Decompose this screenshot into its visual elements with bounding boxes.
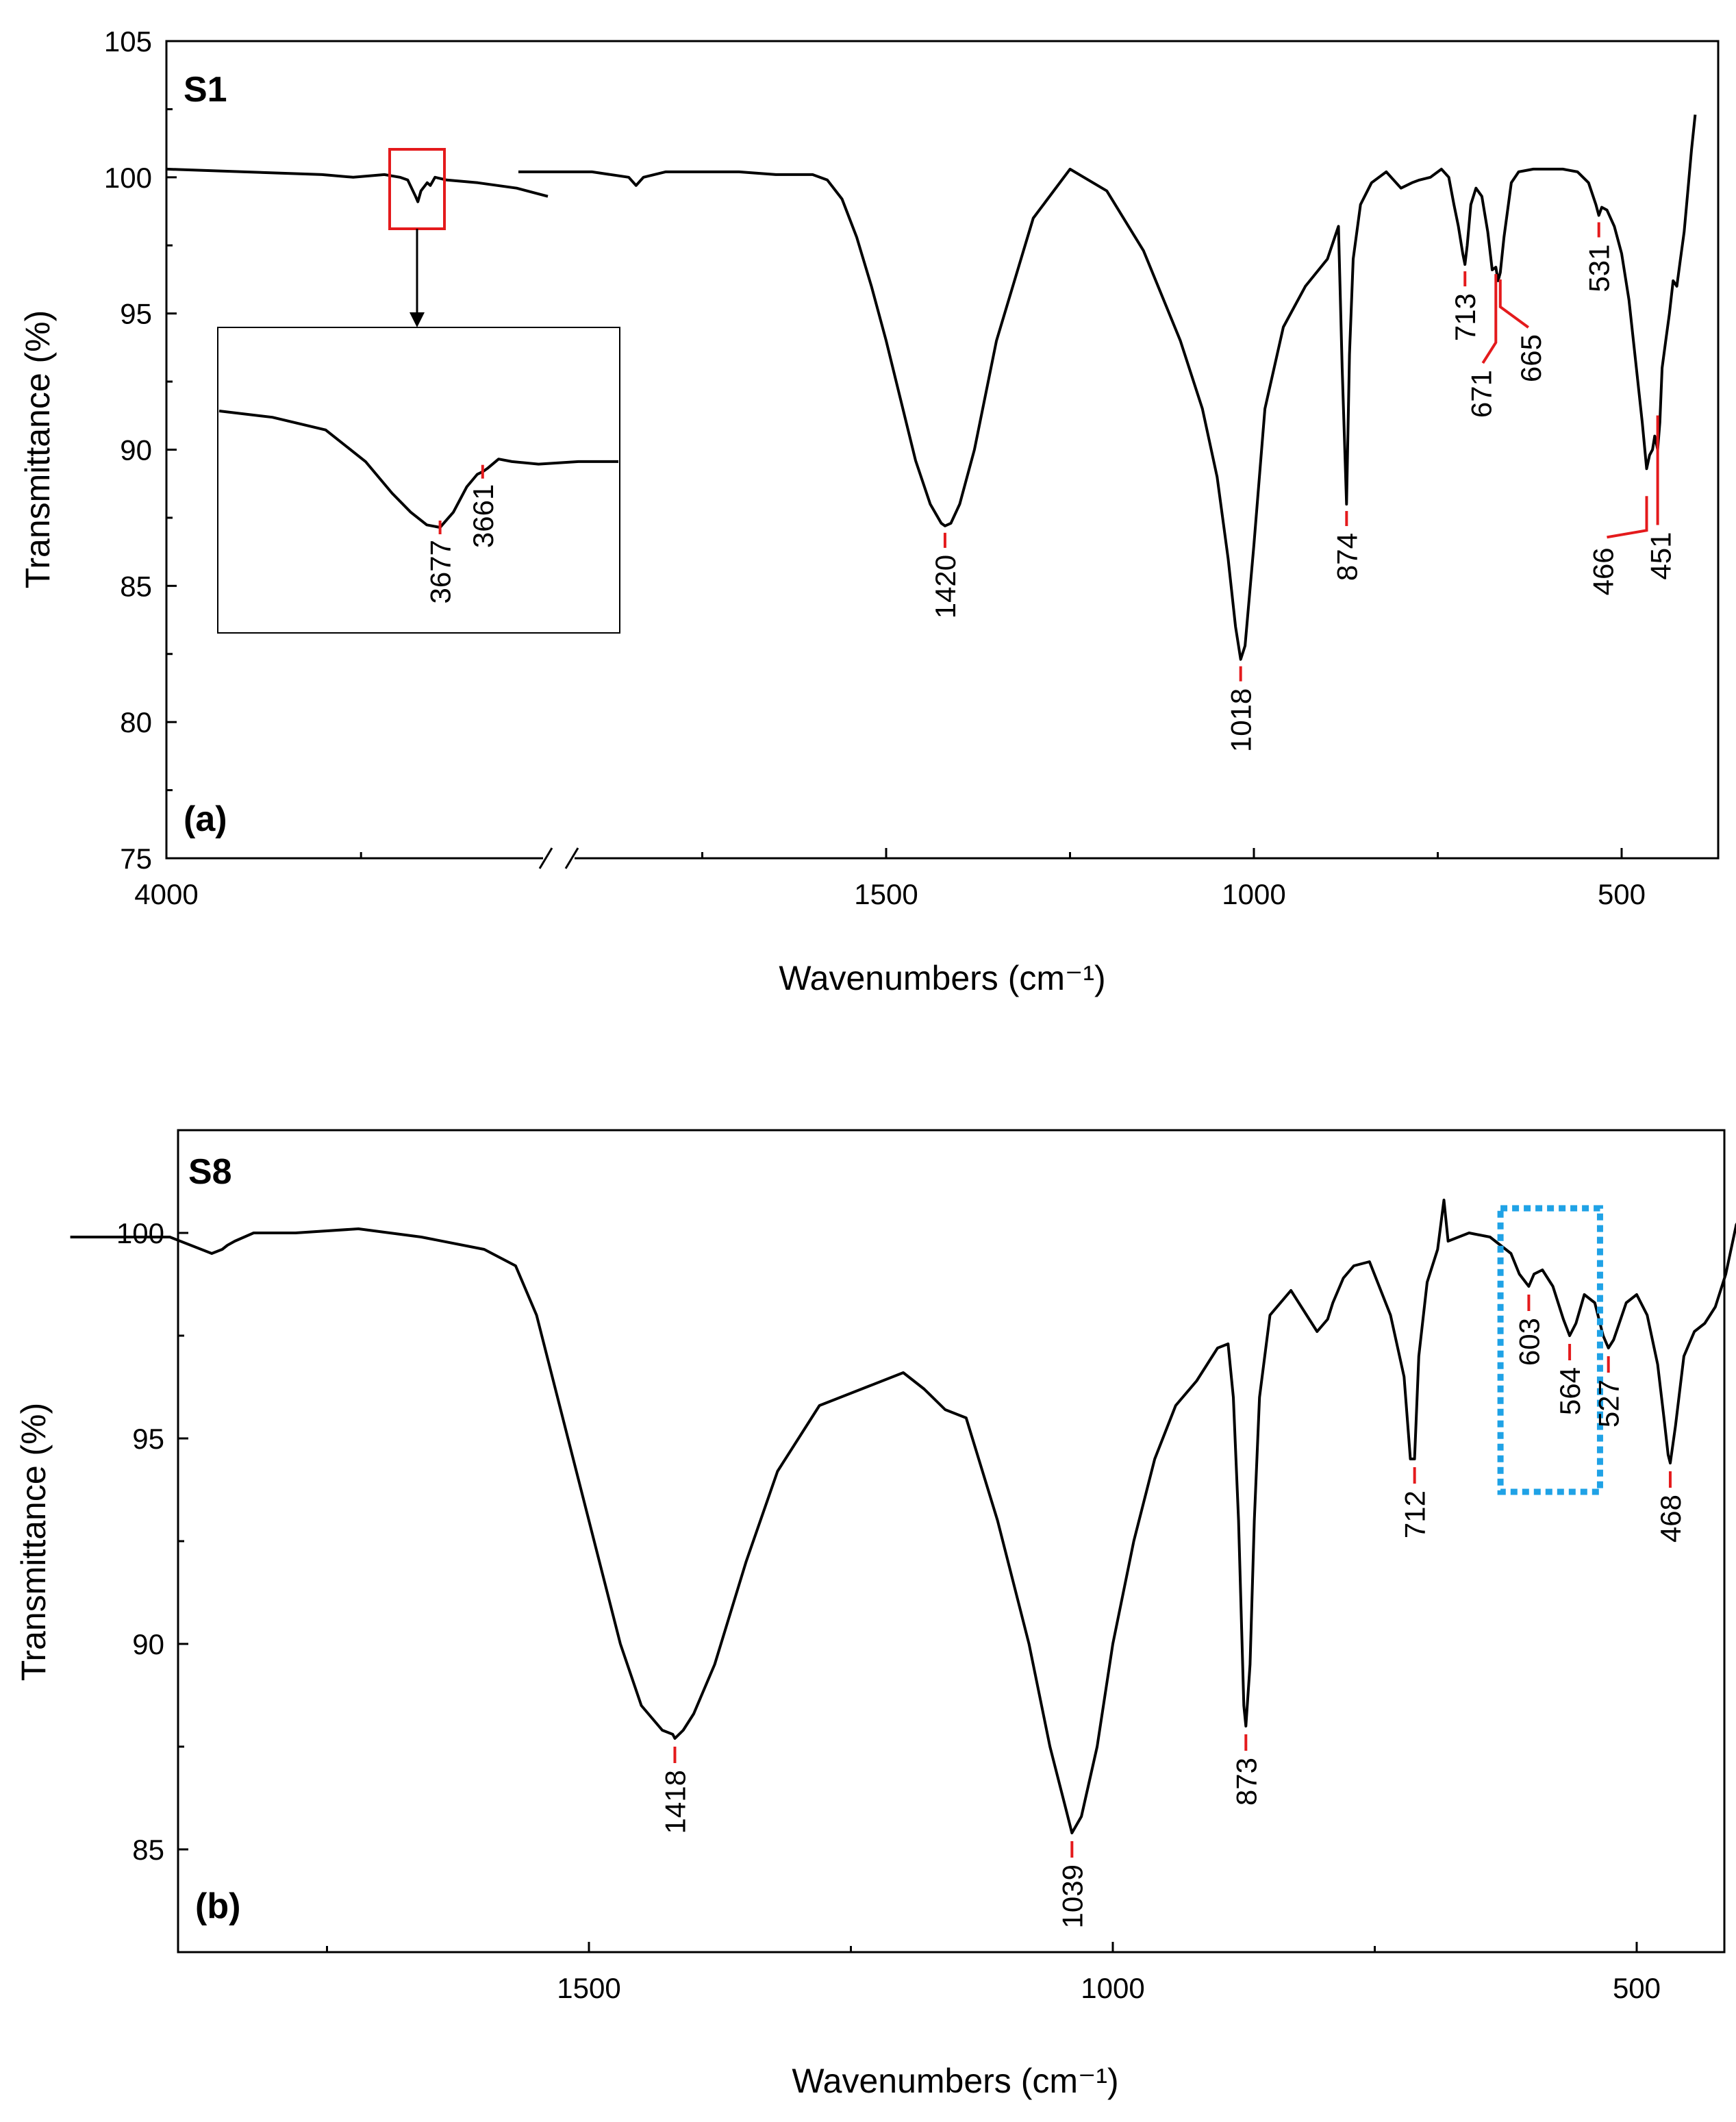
panel-b-peak-label: 527	[1593, 1380, 1625, 1427]
panel-b-peak-label: 712	[1399, 1490, 1431, 1538]
panel-a-y-tick-label: 85	[120, 570, 152, 602]
panel-a-inset-source-box	[388, 148, 446, 230]
panel-b-highlight-region	[1497, 1205, 1603, 1495]
panel-b-plot-frame	[177, 1129, 1726, 1954]
panel-b-x-axis-title: Wavenumbers (cm⁻¹)	[792, 2062, 1118, 2100]
panel-a-peak-label: 1018	[1225, 688, 1257, 752]
panel-b-y-axis-title: Transmittance (%)	[14, 1403, 53, 1682]
panel-b-y-axis: 85 90 95 100	[116, 1217, 188, 1954]
panel-a-chart: 75 80 85 90 95 100 105 4000 1500 1000 500 Transmi…	[18, 25, 1720, 997]
panel-b-x-tick-label: 500	[1613, 1972, 1661, 2004]
panel-a-axis-break-gap	[543, 849, 575, 867]
panel-b-x-tick-label: 1500	[557, 1972, 620, 2004]
panel-b-y-tick-label: 100	[116, 1217, 164, 1249]
panel-b-spectrum-line	[70, 1199, 1736, 1834]
panel-a-y-tick-label: 90	[120, 434, 152, 466]
panel-a-peak-label: 874	[1331, 533, 1363, 581]
panel-a-axis-break-slash-1	[538, 847, 553, 869]
panel-a-peak-label: 451	[1645, 532, 1677, 580]
panel-a-peak-leader	[1498, 279, 1529, 329]
panel-a-x-tick-label: 1500	[854, 878, 918, 910]
panel-a-inset-frame	[217, 327, 620, 634]
panel-a-inset-arrow-head-icon	[410, 312, 425, 327]
panel-b-peak-label: 1418	[659, 1770, 691, 1834]
panel-b-highlight-box	[1497, 1205, 1603, 1495]
panel-a-panel-label: (a)	[184, 799, 227, 839]
panel-a-spectrum-line-segment-2	[518, 114, 1697, 661]
panel-a-y-axis-title: Transmittance (%)	[18, 310, 57, 589]
panel-a-x-tick-label: 4000	[134, 878, 198, 910]
panel-b-y-tick-label: 85	[132, 1834, 164, 1866]
panel-b-x-tick-label: 1000	[1081, 1972, 1144, 2004]
panel-b-spectrum	[70, 1199, 1736, 1834]
panel-b-peak-label: 603	[1513, 1318, 1545, 1366]
panel-a-y-tick-label: 100	[104, 162, 152, 194]
panel-a-x-axis: 4000 1500 1000 500	[134, 848, 1646, 910]
panel-a-y-axis: 75 80 85 90 95 100 105	[104, 25, 177, 875]
panel-a-axis-break-slash-2	[564, 847, 579, 869]
panel-a-peak-label: 671	[1465, 370, 1497, 418]
panel-b-sample-label: S8	[188, 1152, 232, 1192]
panel-a-sample-label: S1	[184, 70, 227, 110]
panel-b-y-tick-label: 95	[132, 1423, 164, 1455]
panel-a-peak-leader	[1481, 274, 1498, 364]
panel-a-peak-label: 1420	[929, 555, 961, 619]
panel-a-y-tick-label: 75	[120, 842, 152, 875]
panel-b-peak-labels: 1418 1039 873 712 603 564 527 468	[659, 1295, 1687, 1928]
panel-a-y-tick-label: 95	[120, 298, 152, 330]
panel-a-peak-label: 466	[1587, 547, 1620, 595]
panel-b-peak-label: 873	[1230, 1758, 1262, 1806]
panel-b-peak-label: 564	[1554, 1367, 1586, 1415]
panel-a-peak-label: 531	[1583, 245, 1615, 292]
panel-b-peak-label: 468	[1655, 1495, 1687, 1543]
panel-a-peak-leader	[1607, 496, 1648, 539]
panel-a-peak-label: 665	[1515, 334, 1547, 382]
panel-b-peak-label: 1039	[1056, 1864, 1088, 1928]
panel-a-spectrum	[166, 114, 1697, 661]
panel-a-x-tick-label: 500	[1598, 878, 1646, 910]
panel-b-x-axis: 1500 1000 500	[326, 1942, 1661, 2004]
panel-a-x-tick-label: 1000	[1222, 878, 1285, 910]
panel-a-inset-peak-label: 3677	[425, 540, 457, 603]
panel-a-y-tick-label: 80	[120, 706, 152, 738]
panel-b-panel-label: (b)	[195, 1886, 240, 1926]
panel-a-inset: 3677 3661	[218, 410, 618, 603]
panel-a-peak-label: 713	[1449, 293, 1481, 341]
panel-b-y-tick-label: 90	[132, 1628, 164, 1660]
panel-a-inset-peak-label: 3661	[467, 484, 499, 548]
panel-a-y-tick-label: 105	[104, 25, 152, 58]
panel-a-spectrum-line-segment-1	[166, 167, 549, 203]
panel-a-peak-labels: 1420 1018 874 713 671 665 531 466 451	[929, 222, 1677, 752]
panel-a-inset-spectrum-line	[218, 410, 618, 529]
panel-a-x-axis-title: Wavenumbers (cm⁻¹)	[779, 959, 1105, 997]
